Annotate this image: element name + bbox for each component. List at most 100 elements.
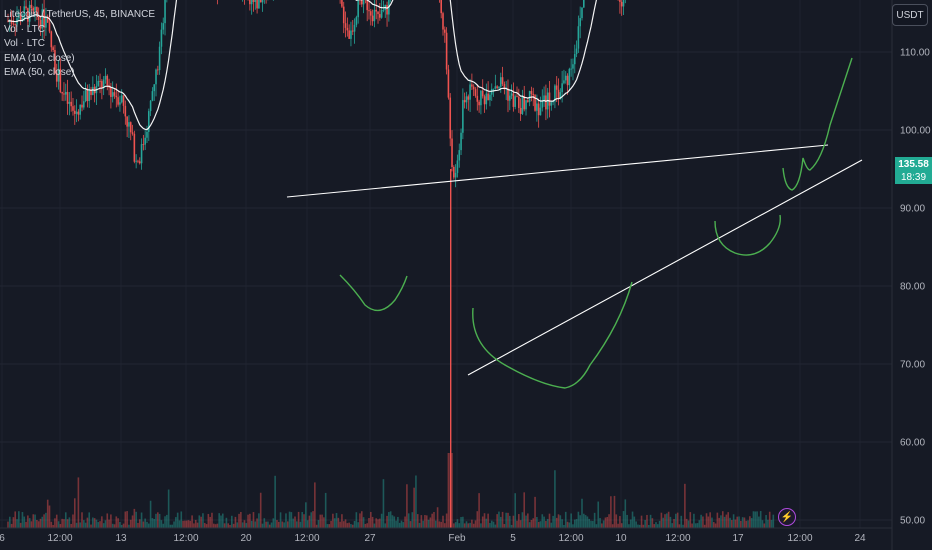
time-tick-label: 24 xyxy=(854,533,866,544)
volume-bar xyxy=(160,520,163,528)
candle-body xyxy=(527,100,529,102)
volume-bar xyxy=(339,521,341,528)
volume-bar xyxy=(229,524,231,528)
candle-body xyxy=(351,30,354,32)
volume-bar xyxy=(680,515,683,528)
lightning-bolt-icon[interactable]: ⚡ xyxy=(778,508,796,526)
candle-body xyxy=(510,93,513,96)
currency-button[interactable]: USDT xyxy=(892,4,928,26)
volume-bar xyxy=(48,505,51,528)
volume-bar xyxy=(528,522,531,528)
candle-body xyxy=(346,27,349,31)
volume-bar xyxy=(496,514,498,528)
symbol-title[interactable]: Litecoin / TetherUS, 45, BINANCE xyxy=(4,9,155,20)
volume-bar xyxy=(75,522,78,528)
candle-body xyxy=(370,11,372,16)
volume-bar xyxy=(418,522,421,528)
volume-bar xyxy=(675,513,677,528)
volume-bar xyxy=(335,513,338,528)
candle-body xyxy=(444,29,446,33)
volume-bar xyxy=(453,523,455,528)
candle-body xyxy=(83,101,85,108)
time-tick-label: Feb xyxy=(448,533,466,544)
candle-body xyxy=(106,75,109,86)
volume-bar xyxy=(487,513,489,528)
candle-body xyxy=(348,30,350,39)
volume-bar xyxy=(492,521,495,528)
volume-bar xyxy=(171,524,174,528)
volume-bar xyxy=(411,512,414,528)
volume-bar xyxy=(602,520,605,528)
candle-body xyxy=(362,0,365,5)
indicator-ema-50[interactable]: EMA (50, close) xyxy=(4,67,75,78)
volume-bar xyxy=(157,512,159,528)
volume-bar xyxy=(709,512,711,528)
candle-body xyxy=(467,96,470,100)
volume-bar xyxy=(608,514,610,528)
volume-bar xyxy=(379,518,381,528)
volume-bar xyxy=(727,512,729,528)
volume-bar xyxy=(613,495,616,528)
volume-bar xyxy=(725,514,728,528)
volume-bar xyxy=(113,524,116,528)
candle-body xyxy=(566,75,569,86)
volume-bar xyxy=(759,511,762,528)
volume-bar xyxy=(209,516,211,528)
volume-bar xyxy=(754,511,757,528)
volume-bar xyxy=(306,520,309,528)
volume-bar xyxy=(276,520,278,528)
candle-body xyxy=(133,133,136,162)
volume-bar xyxy=(532,518,535,528)
volume-bar xyxy=(166,514,168,528)
volume-bar xyxy=(52,524,54,528)
volume-bar xyxy=(588,518,591,528)
candle-body xyxy=(573,54,576,65)
volume-bar xyxy=(288,511,291,528)
volume-bar xyxy=(456,519,459,528)
volume-bar xyxy=(689,512,692,528)
volume-bar xyxy=(16,519,18,528)
candle-body xyxy=(564,75,567,81)
volume-bar xyxy=(151,518,154,528)
indicator-ema-10[interactable]: EMA (10, close) xyxy=(4,52,75,64)
candle-body xyxy=(501,77,504,84)
volume-bar xyxy=(173,521,175,528)
volume-bar xyxy=(286,521,289,528)
candle-body xyxy=(490,88,493,95)
volume-bar xyxy=(303,514,305,528)
volume-bar xyxy=(117,518,119,528)
indicator-volume-1[interactable]: Vol · LTC xyxy=(4,23,45,35)
candle-body xyxy=(471,84,473,87)
volume-bar xyxy=(382,479,385,528)
volume-bar xyxy=(131,515,134,528)
candle-body xyxy=(43,9,45,28)
time-tick-label: 12:00 xyxy=(173,533,198,544)
bar-countdown: 18:39 xyxy=(900,171,927,183)
volume-bar xyxy=(362,517,365,528)
candle-body xyxy=(373,9,376,22)
volume-bar xyxy=(351,524,354,528)
volume-bar xyxy=(676,512,679,528)
volume-bar xyxy=(120,524,123,528)
volume-bar xyxy=(505,512,507,528)
candle-body xyxy=(19,12,22,22)
volume-bar xyxy=(324,492,327,528)
volume-bar xyxy=(436,507,439,528)
volume-bar xyxy=(734,519,737,528)
volume-bar xyxy=(469,522,471,528)
volume-bar xyxy=(221,513,224,528)
candle-body xyxy=(541,101,544,108)
candle-body xyxy=(117,97,119,105)
volume-bar xyxy=(77,477,80,528)
candle-body xyxy=(380,10,383,18)
candle-body xyxy=(458,150,461,161)
time-tick-label: 6 xyxy=(0,533,5,544)
volume-bar xyxy=(386,515,388,528)
volume-bar xyxy=(297,511,300,528)
volume-bar xyxy=(743,517,746,528)
indicator-volume-2[interactable]: Vol · LTC xyxy=(4,38,45,49)
volume-bar xyxy=(308,515,311,528)
volume-bar xyxy=(463,523,466,528)
volume-bar xyxy=(36,519,38,528)
